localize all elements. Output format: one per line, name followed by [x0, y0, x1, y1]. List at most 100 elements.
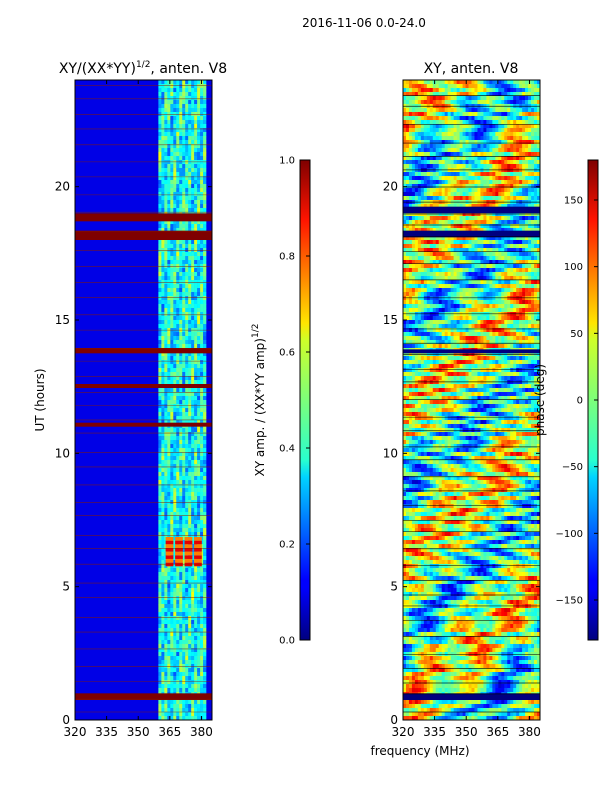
left-heatmap-cell [188, 620, 192, 625]
left-heatmap-cell [161, 452, 165, 457]
right-heatmap-cell [477, 160, 481, 165]
right-heatmap-cell [504, 160, 508, 165]
right-heatmap-cell [528, 120, 532, 125]
right-heatmap-cell [492, 192, 496, 197]
right-heatmap-cell [459, 196, 463, 201]
left-heatmap-cell [173, 444, 177, 449]
left-heatmap-cell [170, 628, 174, 633]
left-heatmap-cell [203, 632, 207, 637]
right-heatmap-cell [495, 276, 499, 281]
right-heatmap-cell [450, 164, 454, 169]
left-heatmap-cell [158, 540, 162, 545]
left-heatmap-cell [176, 120, 180, 125]
right-heatmap-cell [531, 256, 535, 261]
left-heatmap-cell [158, 196, 162, 201]
right-heatmap-cell [465, 276, 469, 281]
right-heatmap-cell [528, 172, 532, 177]
left-heatmap-cell [191, 344, 195, 349]
left-heatmap-cell [158, 80, 162, 85]
left-heatmap-cell [167, 576, 171, 581]
right-heatmap-cell [417, 264, 422, 269]
left-heatmap-cell [164, 428, 168, 433]
right-heatmap-cell [519, 132, 523, 137]
right-heatmap-cell [456, 112, 460, 117]
left-heatmap-cell [188, 632, 192, 637]
right-heatmap-cell [492, 240, 496, 245]
right-heatmap-cell [537, 156, 541, 161]
left-heatmap-cell [173, 540, 177, 545]
right-heatmap-cell [513, 88, 517, 93]
left-heatmap-cell [182, 320, 186, 325]
left-heatmap-cell [170, 88, 174, 93]
left-heatmap-cell [197, 192, 201, 197]
right-heatmap-cell [492, 132, 496, 137]
left-heatmap-cell [182, 116, 186, 121]
right-heatmap-cell [441, 184, 445, 189]
left-heatmap-cell [194, 144, 198, 149]
right-heatmap-cell [492, 140, 496, 145]
left-heatmap-cell [161, 88, 165, 93]
right-heatmap-cell [504, 136, 508, 141]
right-heatmap-cell [423, 204, 428, 209]
left-bright-feature-cell [165, 537, 174, 541]
left-heatmap-cell [194, 444, 198, 449]
left-bright-feature-cell [194, 548, 202, 552]
right-heatmap-cell [471, 176, 475, 181]
right-heatmap-cell [525, 108, 529, 113]
left-xtick-label: 365 [158, 725, 181, 739]
left-heatmap-cell [194, 456, 198, 461]
left-heatmap-cell [188, 500, 192, 505]
right-heatmap-cell [405, 216, 410, 221]
right-heatmap-cell [441, 228, 445, 233]
left-xtick-label: 350 [127, 725, 150, 739]
right-heatmap-cell [513, 100, 517, 105]
right-heatmap-cell [453, 112, 457, 117]
left-heatmap-cell [197, 440, 201, 445]
left-heatmap-cell [182, 176, 186, 181]
right-heatmap-cell [429, 124, 434, 129]
right-heatmap-cell [489, 108, 493, 113]
left-heatmap-cell [194, 276, 198, 281]
right-heatmap-cell [414, 116, 419, 121]
left-heatmap-cell [197, 284, 201, 289]
left-heatmap-cell [170, 164, 174, 169]
right-heatmap-cell [501, 240, 505, 245]
right-heatmap-cell [462, 264, 466, 269]
right-heatmap-cell [450, 192, 454, 197]
left-heatmap-cell [203, 312, 207, 317]
left-heatmap-cell [167, 456, 171, 461]
right-heatmap-cell [456, 88, 460, 93]
left-heatmap-cell [203, 572, 207, 577]
left-heatmap-cell [179, 684, 183, 689]
left-heatmap-cell [185, 624, 189, 629]
left-heatmap-cell [167, 336, 171, 341]
right-heatmap-cell [537, 172, 541, 177]
left-heatmap-cell [164, 600, 168, 605]
left-heatmap-cell [203, 148, 207, 153]
left-heatmap-cell [173, 388, 177, 393]
right-heatmap-cell [435, 184, 440, 189]
left-heatmap-cell [197, 712, 201, 717]
right-heatmap-cell [432, 256, 437, 261]
left-heatmap-cell [179, 412, 183, 417]
left-heatmap-cell [173, 228, 177, 233]
right-heatmap-cell [423, 108, 428, 113]
right-heatmap-cell [405, 260, 410, 265]
right-heatmap-cell [450, 136, 454, 141]
right-heatmap-cell [405, 88, 410, 93]
right-heatmap-cell [426, 160, 431, 165]
left-heatmap-cell [176, 192, 180, 197]
left-heatmap-cell [188, 128, 192, 133]
left-heatmap-cell [197, 588, 201, 593]
right-heatmap-cell [429, 264, 434, 269]
right-heatmap-cell [423, 196, 428, 201]
right-heatmap-cell [403, 136, 407, 141]
left-heatmap-cell [188, 96, 192, 101]
left-heatmap-cell [185, 332, 189, 337]
left-heatmap-cell [203, 568, 207, 573]
right-heatmap-cell [534, 100, 538, 105]
right-heatmap-cell [441, 124, 445, 129]
right-heatmap-cell [420, 272, 425, 277]
left-heatmap-cell [167, 360, 171, 365]
right-heatmap-cell [486, 236, 490, 241]
